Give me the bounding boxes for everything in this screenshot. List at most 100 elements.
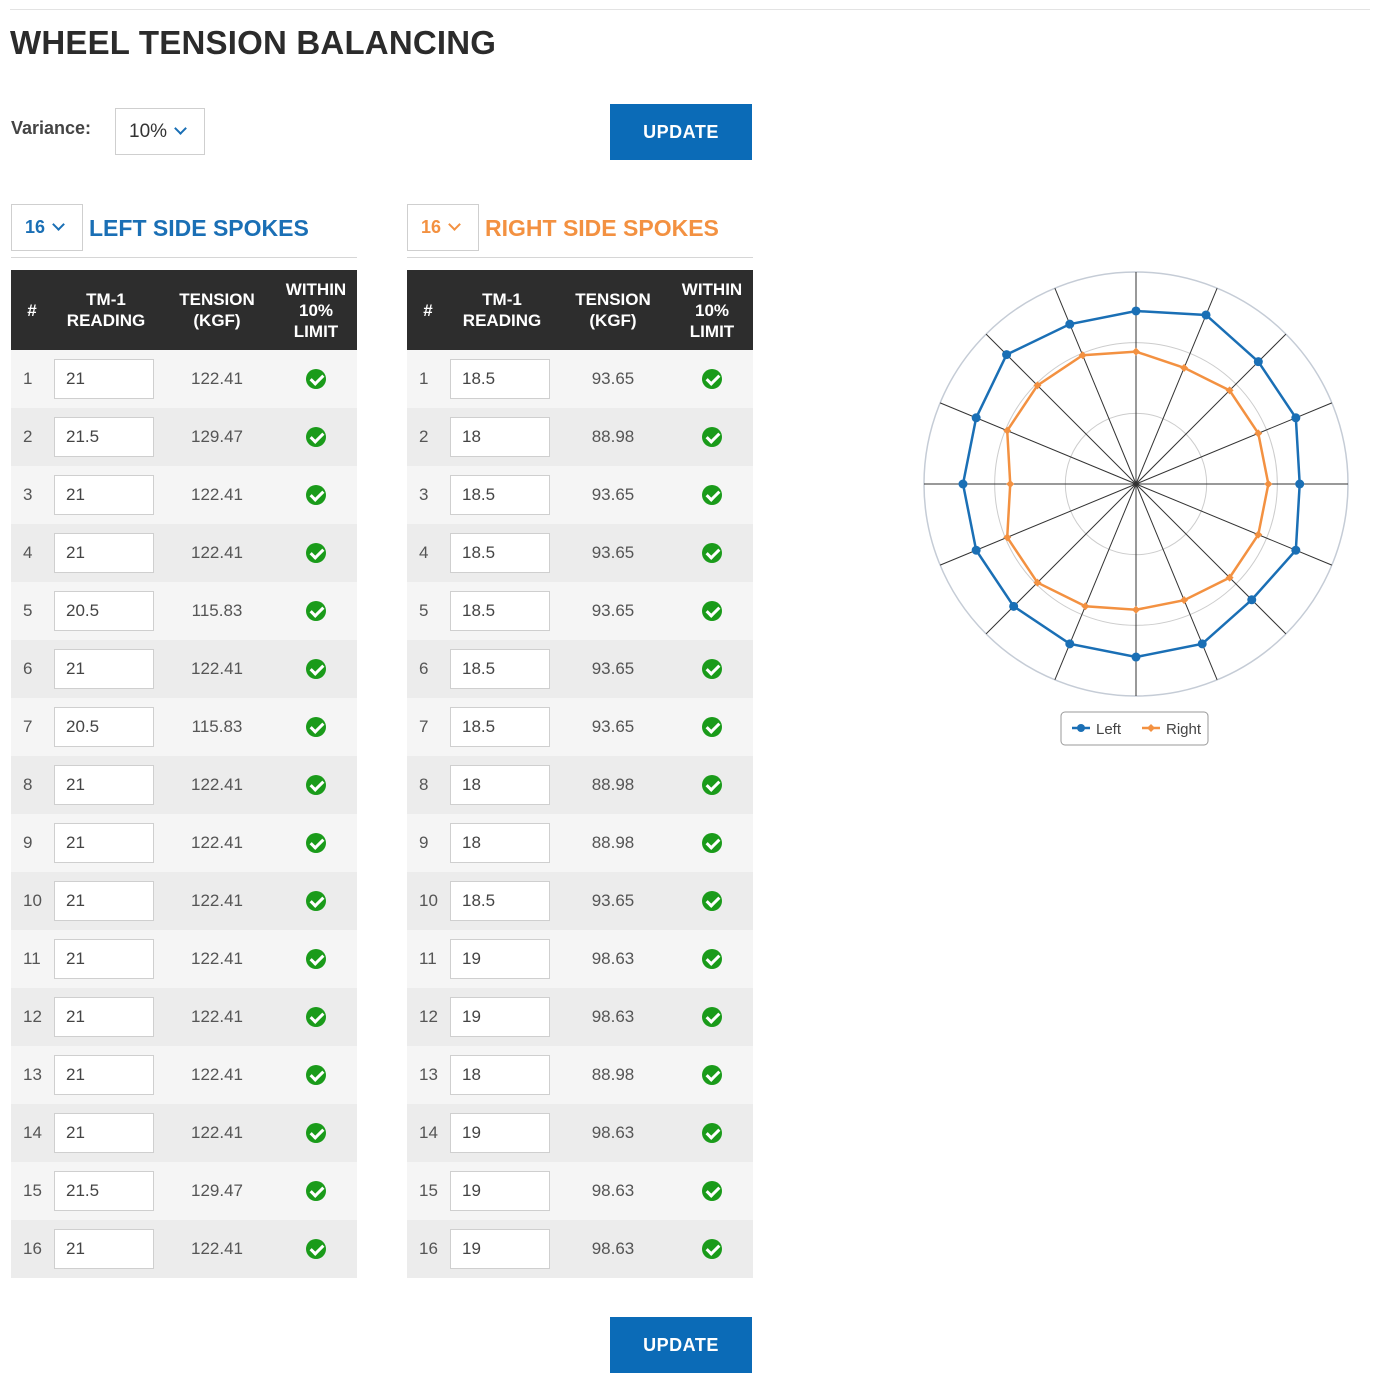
tm1-reading-input[interactable]	[450, 1113, 550, 1153]
tension-value: 129.47	[159, 1162, 275, 1220]
spoke-number: 16	[11, 1220, 53, 1278]
axis-spoke-line	[1054, 483, 1137, 681]
tension-value: 93.65	[555, 350, 671, 408]
reading-cell	[449, 350, 555, 408]
tension-value: 88.98	[555, 1046, 671, 1104]
limit-status-cell	[671, 930, 753, 988]
table-row: 393.65	[407, 466, 753, 524]
tm1-reading-input[interactable]	[54, 359, 154, 399]
tm1-reading-input[interactable]	[54, 417, 154, 457]
table-row: 193.65	[407, 350, 753, 408]
tension-value: 98.63	[555, 1220, 671, 1278]
tm1-reading-input[interactable]	[450, 939, 550, 979]
tm1-reading-input[interactable]	[54, 997, 154, 1037]
data-point	[1253, 357, 1263, 367]
reading-cell	[449, 408, 555, 466]
tm1-reading-input[interactable]	[450, 881, 550, 921]
tm1-reading-input[interactable]	[54, 475, 154, 515]
table-row: 11 98.63	[407, 930, 753, 988]
reading-cell	[449, 1162, 555, 1220]
check-circle-icon	[702, 485, 722, 506]
limit-status-cell	[671, 756, 753, 814]
reading-cell	[449, 1104, 555, 1162]
data-point	[1033, 381, 1042, 390]
spoke-number: 9	[11, 814, 53, 872]
check-circle-icon	[306, 659, 326, 680]
tm1-reading-input[interactable]	[450, 707, 550, 747]
tm1-reading-input[interactable]	[54, 533, 154, 573]
tm1-reading-input[interactable]	[450, 649, 550, 689]
tm1-reading-input[interactable]	[450, 475, 550, 515]
reading-cell	[449, 698, 555, 756]
tm1-reading-input[interactable]	[450, 1055, 550, 1095]
column-header: TM-1 READING	[53, 270, 159, 350]
tm1-reading-input[interactable]	[54, 1055, 154, 1095]
tm1-reading-input[interactable]	[54, 649, 154, 689]
tm1-reading-input[interactable]	[450, 417, 550, 457]
tm1-reading-input[interactable]	[54, 591, 154, 631]
tm1-reading-input[interactable]	[450, 823, 550, 863]
reading-cell	[53, 524, 159, 582]
spoke-number: 10	[11, 872, 53, 930]
tm1-reading-input[interactable]	[54, 707, 154, 747]
check-circle-icon	[306, 427, 326, 448]
tm1-reading-input[interactable]	[450, 765, 550, 805]
limit-status-cell	[275, 408, 357, 466]
left-spoke-count-select[interactable]: 16	[11, 204, 83, 251]
spoke-number: 14	[11, 1104, 53, 1162]
tm1-reading-input[interactable]	[54, 823, 154, 863]
tension-value: 98.63	[555, 1104, 671, 1162]
spoke-number: 8	[407, 756, 449, 814]
left-side-header: 16 LEFT SIDE SPOKES	[11, 204, 357, 258]
table-row: 6 122.41	[11, 640, 357, 698]
reading-cell	[53, 988, 159, 1046]
check-circle-icon	[702, 1007, 722, 1028]
check-circle-icon	[702, 775, 722, 796]
check-circle-icon	[306, 1007, 326, 1028]
tm1-reading-input[interactable]	[450, 533, 550, 573]
tm1-reading-input[interactable]	[54, 1113, 154, 1153]
variance-select[interactable]: 10%	[115, 108, 205, 155]
check-circle-icon	[306, 1239, 326, 1260]
check-circle-icon	[306, 717, 326, 738]
tm1-reading-input[interactable]	[54, 939, 154, 979]
reading-cell	[53, 350, 159, 408]
tm1-reading-input[interactable]	[450, 997, 550, 1037]
tm1-reading-input[interactable]	[450, 359, 550, 399]
reading-cell	[53, 1162, 159, 1220]
reading-cell	[53, 872, 159, 930]
tm1-reading-input[interactable]	[450, 1229, 550, 1269]
spoke-number: 13	[407, 1046, 449, 1104]
table-row: 11 122.41	[11, 930, 357, 988]
check-circle-icon	[702, 717, 722, 738]
limit-status-cell	[275, 698, 357, 756]
spoke-number: 5	[407, 582, 449, 640]
table-header-row: # TM-1 READING TENSION (KGF) WITHIN 10% LIM…	[407, 270, 753, 350]
right-spoke-count-select[interactable]: 16	[407, 204, 479, 251]
legend-marker	[1147, 724, 1155, 732]
tm1-reading-input[interactable]	[54, 1229, 154, 1269]
reading-cell	[53, 1046, 159, 1104]
update-button-bottom[interactable]: UPDATE	[610, 1317, 752, 1373]
tm1-reading-input[interactable]	[54, 765, 154, 805]
tm1-reading-input[interactable]	[54, 881, 154, 921]
data-point	[1247, 595, 1257, 605]
update-button-top[interactable]: UPDATE	[610, 104, 752, 160]
reading-cell	[53, 1104, 159, 1162]
tension-value: 93.65	[555, 582, 671, 640]
table-row: 888.98	[407, 756, 753, 814]
table-row: 12 122.41	[11, 988, 357, 1046]
legend-label: Right	[1166, 721, 1202, 738]
tension-value: 88.98	[555, 408, 671, 466]
data-point	[1081, 602, 1090, 611]
limit-status-cell	[275, 524, 357, 582]
tm1-reading-input[interactable]	[450, 1171, 550, 1211]
limit-status-cell	[671, 524, 753, 582]
table-row: 13 122.41	[11, 1046, 357, 1104]
reading-cell	[53, 408, 159, 466]
tm1-reading-input[interactable]	[450, 591, 550, 631]
table-row: 14 98.63	[407, 1104, 753, 1162]
tm1-reading-input[interactable]	[54, 1171, 154, 1211]
top-divider	[10, 9, 1370, 10]
axis-spoke-line	[939, 483, 1137, 566]
